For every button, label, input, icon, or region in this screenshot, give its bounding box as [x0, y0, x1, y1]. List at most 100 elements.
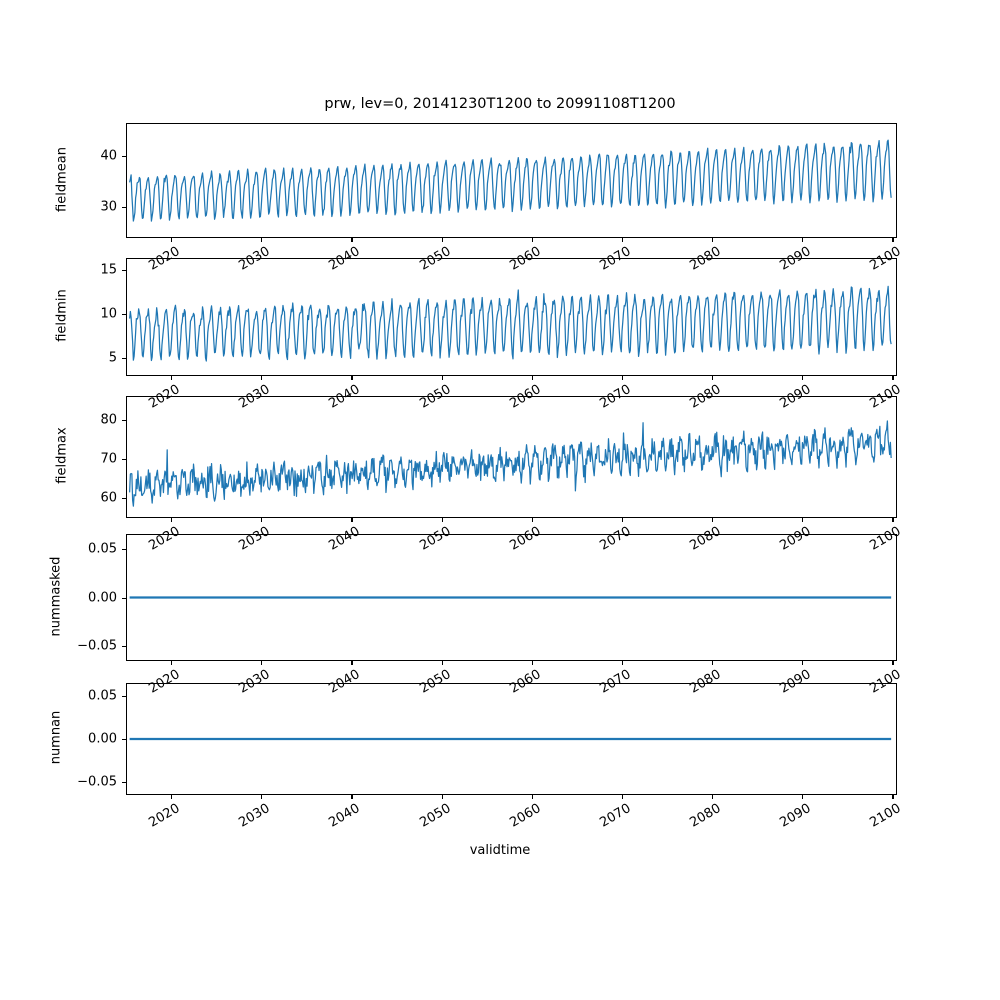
- y-tick-mark: [122, 782, 126, 784]
- x-tick-mark: [171, 376, 173, 380]
- x-tick-mark: [892, 376, 894, 380]
- x-tick-mark: [712, 661, 714, 665]
- x-tick-mark: [802, 795, 804, 799]
- y-tick-label: −0.05: [77, 638, 117, 654]
- subplot-nummasked: [126, 534, 897, 661]
- x-tick-mark: [441, 661, 443, 665]
- x-tick-mark: [802, 661, 804, 665]
- y-tick-label: 15: [100, 262, 117, 278]
- x-tick-mark: [621, 518, 624, 522]
- x-tick-mark: [802, 376, 804, 380]
- x-tick-mark: [441, 795, 443, 799]
- x-tick-mark: [441, 238, 443, 242]
- data-line-fieldmin: [128, 285, 892, 362]
- x-tick-mark: [892, 661, 894, 665]
- subplot-fieldmin: [126, 258, 897, 376]
- data-line-fieldmax: [128, 420, 892, 507]
- plot-area: [129, 596, 892, 599]
- plot-area: [129, 737, 892, 741]
- x-tick-mark: [892, 795, 894, 799]
- y-tick-label: 0.05: [88, 541, 117, 557]
- y-tick-label: 80: [100, 412, 117, 428]
- x-tick-mark: [171, 518, 173, 522]
- x-tick-mark: [351, 661, 353, 665]
- y-tick-mark: [122, 207, 126, 209]
- x-tick-mark: [712, 795, 714, 799]
- y-tick-mark: [122, 597, 126, 599]
- axes-frame: [126, 396, 897, 518]
- y-tick-label: −0.05: [77, 774, 117, 790]
- x-tick-mark: [531, 795, 533, 799]
- y-axis-label-fieldmax: fieldmax: [54, 427, 70, 484]
- y-axis-label-numnan: numnan: [48, 710, 64, 765]
- subplot-fieldmean: [126, 123, 897, 238]
- x-tick-mark: [531, 518, 533, 522]
- y-tick-label: 30: [100, 199, 117, 215]
- x-tick-mark: [261, 795, 263, 799]
- x-tick-mark: [171, 238, 173, 242]
- x-tick-mark: [531, 376, 533, 380]
- y-tick-mark: [122, 498, 126, 500]
- x-tick-mark: [351, 518, 353, 522]
- y-axis-label-fieldmean: fieldmean: [54, 146, 70, 212]
- x-tick-label: 2020: [146, 801, 183, 831]
- figure-title: prw, lev=0, 20141230T1200 to 20991108T12…: [324, 96, 676, 112]
- y-tick-mark: [122, 314, 126, 316]
- data-line-fieldmean: [128, 139, 892, 222]
- x-tick-label: 2040: [326, 801, 363, 831]
- x-tick-mark: [621, 238, 624, 242]
- y-tick-label: 0.00: [88, 731, 117, 747]
- x-tick-mark: [712, 238, 714, 242]
- x-tick-mark: [351, 795, 353, 799]
- y-tick-mark: [122, 739, 126, 741]
- axes-frame: [126, 258, 897, 376]
- x-tick-mark: [892, 238, 894, 242]
- x-tick-label: 2030: [236, 801, 273, 831]
- x-tick-mark: [171, 661, 173, 665]
- x-tick-mark: [531, 661, 533, 665]
- y-axis-label-fieldmin: fieldmin: [54, 289, 70, 342]
- y-tick-label: 60: [100, 490, 117, 506]
- x-tick-mark: [351, 376, 353, 380]
- y-tick-mark: [122, 419, 126, 421]
- x-tick-mark: [892, 518, 894, 522]
- y-tick-label: 5: [108, 350, 117, 366]
- x-tick-mark: [261, 518, 263, 522]
- y-tick-mark: [122, 156, 126, 158]
- y-tick-mark: [122, 458, 126, 461]
- x-tick-mark: [712, 376, 714, 380]
- y-tick-mark: [122, 548, 126, 550]
- y-tick-label: 70: [100, 451, 117, 467]
- y-tick-label: 0.00: [88, 590, 117, 605]
- y-axis-label-nummasked: nummasked: [48, 556, 64, 636]
- y-tick-mark: [122, 695, 126, 698]
- x-tick-label: 2060: [507, 801, 544, 831]
- x-tick-mark: [621, 795, 624, 799]
- plot-area: [128, 420, 892, 507]
- x-tick-mark: [621, 376, 624, 380]
- x-tick-mark: [712, 518, 714, 522]
- x-tick-mark: [531, 238, 533, 242]
- x-tick-mark: [351, 238, 353, 242]
- x-tick-mark: [261, 376, 263, 380]
- y-tick-label: 0.05: [88, 688, 117, 704]
- y-tick-mark: [122, 270, 126, 272]
- subplot-numnan: [126, 683, 897, 795]
- y-tick-label: 40: [100, 148, 117, 164]
- x-tick-mark: [441, 376, 443, 380]
- x-tick-label: 2050: [416, 801, 454, 831]
- y-tick-label: 10: [100, 306, 117, 322]
- plot-area: [128, 139, 892, 222]
- subplot-fieldmax: [126, 396, 897, 518]
- x-tick-label: 2070: [597, 801, 634, 831]
- x-tick-mark: [261, 661, 263, 665]
- x-tick-mark: [441, 518, 443, 522]
- x-axis-label: validtime: [469, 843, 531, 858]
- x-tick-label: 2090: [777, 801, 814, 831]
- y-tick-mark: [122, 646, 126, 648]
- x-tick-mark: [802, 238, 804, 242]
- plot-area: [128, 285, 892, 362]
- x-tick-mark: [802, 518, 804, 522]
- y-tick-mark: [122, 358, 126, 360]
